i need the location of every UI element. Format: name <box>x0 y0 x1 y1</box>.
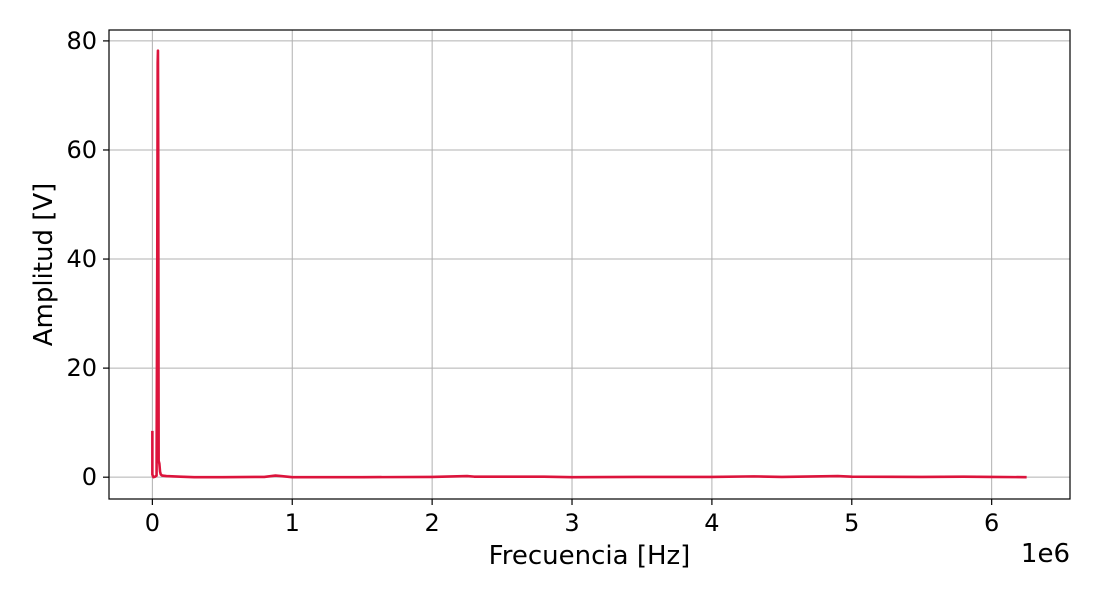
x-tick-label: 1 <box>285 509 300 537</box>
grid <box>109 30 1070 499</box>
series-layer <box>151 49 1027 479</box>
y-tick-label: 20 <box>66 354 97 382</box>
x-axis-label: Frecuencia [Hz] <box>489 541 691 571</box>
x-offset-label: 1e6 <box>1021 539 1070 569</box>
y-tick-label: 80 <box>66 27 97 55</box>
y-axis-label: Amplitud [V] <box>29 183 59 347</box>
x-tick-label: 5 <box>844 509 859 537</box>
x-tick-label: 6 <box>984 509 999 537</box>
series-line <box>151 49 1027 479</box>
y-tick-label: 0 <box>82 463 97 491</box>
x-tick-label: 3 <box>564 509 579 537</box>
x-tick-label: 2 <box>424 509 439 537</box>
plot-frame <box>108 29 1071 500</box>
x-tick-label: 0 <box>145 509 160 537</box>
x-tick-label: 4 <box>704 509 719 537</box>
y-tick-label: 60 <box>66 136 97 164</box>
y-tick-label: 40 <box>66 245 97 273</box>
